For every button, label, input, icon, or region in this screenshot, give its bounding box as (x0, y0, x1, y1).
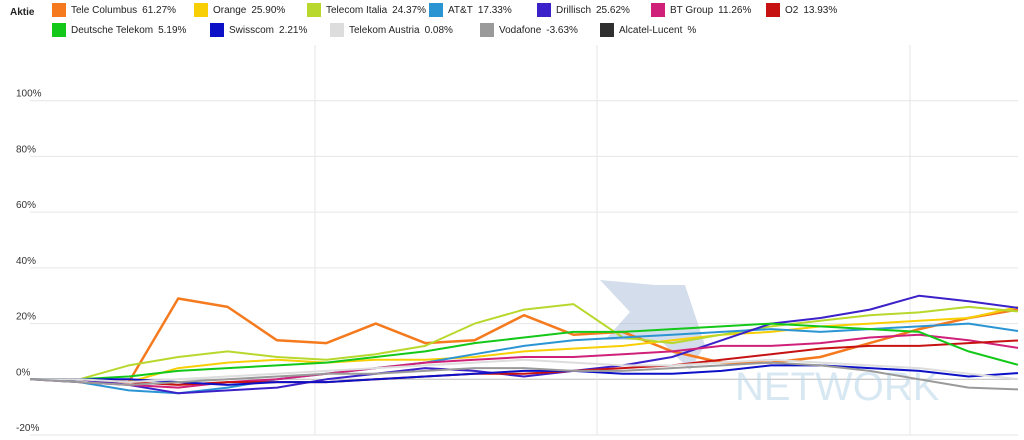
legend-value: 17.33% (477, 4, 512, 16)
y-axis-ticks: -20% 0% 20% 40% 60% 80% 100% (16, 89, 42, 434)
y-tick-label: 80% (16, 144, 36, 155)
legend-value: % (687, 24, 697, 36)
y-tick-label: 20% (16, 312, 36, 323)
legend-label: Orange (213, 4, 247, 16)
legend-item-telekom-austria[interactable]: Telekom Austria 0.08% (330, 23, 453, 37)
legend-value: 0.08% (424, 24, 453, 36)
legend-label: Telecom Italia (326, 4, 388, 16)
legend-label: Deutsche Telekom (71, 24, 154, 36)
legend-swatch (194, 3, 208, 17)
legend-swatch (651, 3, 665, 17)
chart-legend: Aktie Tele Columbus 61.27% Orange 25.90% Tel… (0, 0, 1024, 40)
legend-item-alcatel-lucent[interactable]: Alcatel-Lucent% (600, 23, 696, 37)
y-tick-label: 60% (16, 200, 36, 211)
legend-value: 5.19% (158, 24, 187, 36)
legend-label: Swisscom (229, 24, 275, 36)
legend-value: 13.93% (803, 4, 838, 16)
legend-label: Telekom Austria (349, 24, 420, 36)
legend-item-tele-columbus[interactable]: Tele Columbus 61.27% (52, 3, 176, 17)
series-line-bt-group[interactable] (29, 333, 1019, 389)
legend-label: BT Group (670, 4, 714, 16)
legend-label: Drillisch (556, 4, 591, 16)
watermark-star (600, 280, 705, 370)
legend-item-at-t[interactable]: AT&T 17.33% (429, 3, 512, 17)
legend-value: 25.90% (251, 4, 286, 16)
legend-swatch (480, 23, 494, 37)
legend-title: Aktie (10, 7, 35, 18)
series-line-drillisch[interactable] (30, 294, 1019, 395)
legend-label: O2 (785, 4, 799, 16)
legend-label: Vodafone (499, 24, 542, 36)
legend-label: Alcatel-Lucent (619, 24, 683, 36)
series-line-swisscom[interactable] (30, 364, 1019, 386)
legend-item-orange[interactable]: Orange 25.90% (194, 3, 285, 17)
watermark-text: NETWORK (735, 365, 940, 409)
legend-item-drillisch[interactable]: Drillisch 25.62% (537, 3, 630, 17)
legend-swatch (330, 23, 344, 37)
legend-item-deutsche-telekom[interactable]: Deutsche Telekom 5.19% (52, 23, 186, 37)
legend-swatch (429, 3, 443, 17)
legend-item-o2[interactable]: O2 13.93% (766, 3, 837, 17)
legend-swatch (766, 3, 780, 17)
network-watermark: NETWORK (600, 280, 940, 409)
legend-swatch (537, 3, 551, 17)
legend-value: 25.62% (596, 4, 630, 16)
legend-value: -3.63% (546, 24, 578, 36)
series-line-deutsche-telekom[interactable] (30, 322, 1019, 381)
legend-swatch (307, 3, 321, 17)
series-line-telecom-italia[interactable] (30, 303, 1019, 381)
legend-swatch (52, 3, 66, 17)
y-tick-label: 0% (16, 367, 31, 378)
legend-label: AT&T (448, 4, 473, 16)
legend-label: Tele Columbus (71, 4, 138, 16)
legend-value: 2.21% (279, 24, 308, 36)
legend-swatch (52, 23, 66, 37)
legend-value: 11.26% (718, 4, 752, 16)
legend-swatch (600, 23, 614, 37)
y-tick-label: 40% (16, 256, 36, 267)
series-line-vodafone[interactable] (29, 361, 1019, 391)
legend-swatch (210, 23, 224, 37)
series-lines (29, 294, 1019, 395)
y-tick-label: 100% (16, 89, 42, 100)
line-chart: NETWORK -20% 0% 20% 40% 60% 80% 100% (16, 45, 1019, 436)
legend-item-swisscom[interactable]: Swisscom 2.21% (210, 23, 307, 37)
legend-value: 24.37% (392, 4, 427, 16)
legend-item-bt-group[interactable]: BT Group 11.26% (651, 3, 751, 17)
series-line-orange[interactable] (30, 306, 1019, 384)
legend-item-vodafone[interactable]: Vodafone -3.63% (480, 23, 578, 37)
series-line-telekom-austria[interactable] (30, 358, 1019, 384)
y-tick-label: -20% (16, 423, 39, 434)
legend-item-telecom-italia[interactable]: Telecom Italia 24.37% (307, 3, 426, 17)
legend-value: 61.27% (142, 4, 177, 16)
